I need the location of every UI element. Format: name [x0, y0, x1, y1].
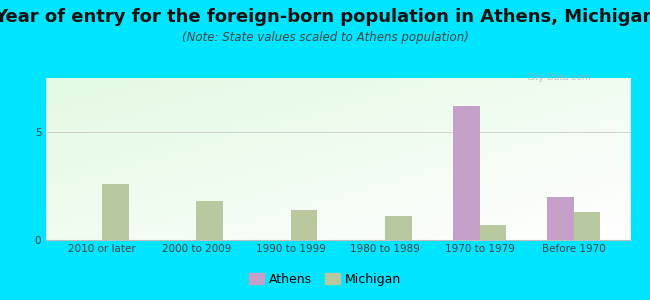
Text: City-Data.com: City-Data.com — [527, 74, 592, 82]
Bar — [480, 225, 506, 240]
Text: (Note: State values scaled to Athens population): (Note: State values scaled to Athens pop… — [181, 32, 469, 44]
Bar — [385, 216, 411, 240]
Legend: Athens, Michigan: Athens, Michigan — [244, 268, 406, 291]
Bar — [102, 184, 129, 240]
Text: Year of entry for the foreign-born population in Athens, Michigan: Year of entry for the foreign-born popul… — [0, 8, 650, 26]
Bar — [291, 210, 317, 240]
Bar — [453, 106, 480, 240]
Bar — [196, 201, 223, 240]
Bar — [547, 197, 574, 240]
Bar — [574, 212, 601, 240]
